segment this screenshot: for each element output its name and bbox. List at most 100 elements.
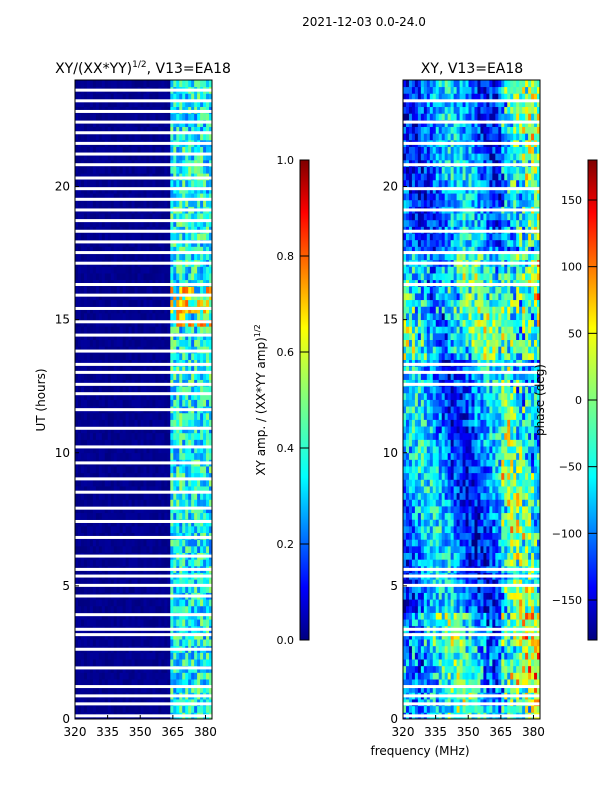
heatmap-cell bbox=[438, 665, 443, 673]
panel1-title-suffix: , V13=EA18 bbox=[147, 61, 231, 77]
heatmap-cell bbox=[122, 126, 127, 134]
heatmap-cell bbox=[80, 352, 85, 360]
heatmap-cell bbox=[146, 286, 150, 294]
heatmap-cell bbox=[77, 705, 82, 713]
heatmap-cell bbox=[77, 253, 82, 261]
heatmap-cell bbox=[89, 113, 94, 121]
heatmap-cell bbox=[101, 639, 106, 647]
heatmap-cell bbox=[107, 472, 112, 480]
heatmap-cell bbox=[152, 466, 156, 474]
heatmap-cell bbox=[164, 366, 168, 374]
heatmap-cell bbox=[188, 193, 192, 201]
heatmap-cell bbox=[158, 659, 162, 667]
heatmap-cell bbox=[197, 386, 201, 394]
heatmap-cell bbox=[194, 213, 198, 221]
heatmap-cell bbox=[122, 312, 127, 321]
heatmap-cell bbox=[104, 452, 109, 460]
heatmap-cell bbox=[161, 599, 165, 607]
heatmap-cell bbox=[468, 645, 472, 653]
heatmap-cell bbox=[98, 399, 103, 407]
heatmap-cell bbox=[164, 392, 168, 400]
heatmap-cell bbox=[200, 153, 204, 161]
heatmap-cell bbox=[188, 652, 192, 660]
heatmap-cell bbox=[176, 153, 180, 161]
heatmap-cell bbox=[408, 672, 413, 680]
heatmap-cell bbox=[107, 326, 112, 334]
heatmap-cell bbox=[161, 392, 165, 400]
heatmap-cell bbox=[164, 466, 168, 474]
heatmap-cell bbox=[176, 352, 180, 360]
heatmap-cell bbox=[173, 486, 177, 494]
heatmap-cell bbox=[155, 579, 159, 587]
heatmap-cell bbox=[113, 299, 118, 307]
heatmap-cell bbox=[83, 133, 88, 141]
heatmap-cell bbox=[191, 545, 195, 553]
heatmap-cell bbox=[77, 466, 82, 474]
heatmap-cell bbox=[107, 399, 112, 407]
heatmap-cell bbox=[86, 233, 91, 241]
heatmap-cell bbox=[110, 525, 115, 534]
heatmap-cell bbox=[158, 585, 162, 593]
heatmap-cell bbox=[98, 99, 103, 108]
heatmap-cell bbox=[194, 126, 198, 134]
heatmap-cell bbox=[492, 679, 496, 687]
heatmap-cell bbox=[173, 539, 177, 547]
heatmap-cell bbox=[206, 599, 210, 607]
heatmap-cell bbox=[468, 679, 472, 687]
heatmap-cell bbox=[164, 219, 168, 227]
heatmap-cell bbox=[107, 392, 112, 400]
heatmap-cell bbox=[161, 639, 165, 647]
heatmap-cell bbox=[200, 492, 204, 500]
heatmap-cell bbox=[194, 80, 198, 88]
heatmap-cell bbox=[209, 133, 213, 141]
heatmap-cell bbox=[170, 253, 174, 261]
heatmap-cell bbox=[89, 366, 94, 374]
heatmap-cell bbox=[119, 273, 124, 281]
flagged-row bbox=[75, 647, 212, 651]
heatmap-cell bbox=[170, 99, 174, 108]
heatmap-cell bbox=[146, 153, 150, 161]
heatmap-cell bbox=[173, 439, 177, 447]
heatmap-cell bbox=[188, 685, 192, 693]
heatmap-cell bbox=[197, 213, 201, 221]
heatmap-cell bbox=[200, 253, 204, 261]
heatmap-cell bbox=[110, 619, 115, 627]
heatmap-cell bbox=[203, 133, 207, 141]
heatmap-cell bbox=[495, 705, 499, 713]
heatmap-cell bbox=[137, 339, 141, 347]
heatmap-cell bbox=[83, 559, 88, 567]
heatmap-cell bbox=[125, 386, 130, 394]
heatmap-cell bbox=[188, 672, 192, 680]
heatmap-cell bbox=[155, 545, 159, 553]
heatmap-cell bbox=[167, 266, 171, 274]
heatmap-cell bbox=[164, 199, 168, 207]
heatmap-cell bbox=[206, 299, 210, 307]
heatmap-cell bbox=[149, 585, 153, 593]
heatmap-cell bbox=[176, 392, 180, 400]
heatmap-cell bbox=[92, 559, 97, 567]
heatmap-cell bbox=[110, 246, 115, 254]
heatmap-cell bbox=[197, 419, 201, 427]
heatmap-cell bbox=[206, 253, 210, 261]
heatmap-cell bbox=[176, 312, 180, 321]
heatmap-cell bbox=[435, 685, 440, 693]
heatmap-cell bbox=[122, 486, 127, 494]
heatmap-cell bbox=[179, 312, 183, 321]
heatmap-cell bbox=[146, 539, 150, 547]
heatmap-cell bbox=[417, 659, 422, 667]
heatmap-cell bbox=[89, 166, 94, 174]
heatmap-cell bbox=[86, 479, 91, 487]
heatmap-cell bbox=[83, 339, 88, 347]
heatmap-cell bbox=[450, 672, 455, 680]
heatmap-cell bbox=[403, 652, 407, 660]
heatmap-cell bbox=[98, 312, 103, 321]
heatmap-cell bbox=[83, 672, 88, 680]
heatmap-cell bbox=[173, 419, 177, 427]
heatmap-cell bbox=[209, 452, 213, 460]
heatmap-cell bbox=[125, 213, 130, 221]
heatmap-cell bbox=[143, 266, 147, 274]
heatmap-cell bbox=[209, 113, 213, 121]
heatmap-cell bbox=[194, 179, 198, 187]
heatmap-cell bbox=[137, 153, 141, 161]
heatmap-cell bbox=[173, 253, 177, 261]
